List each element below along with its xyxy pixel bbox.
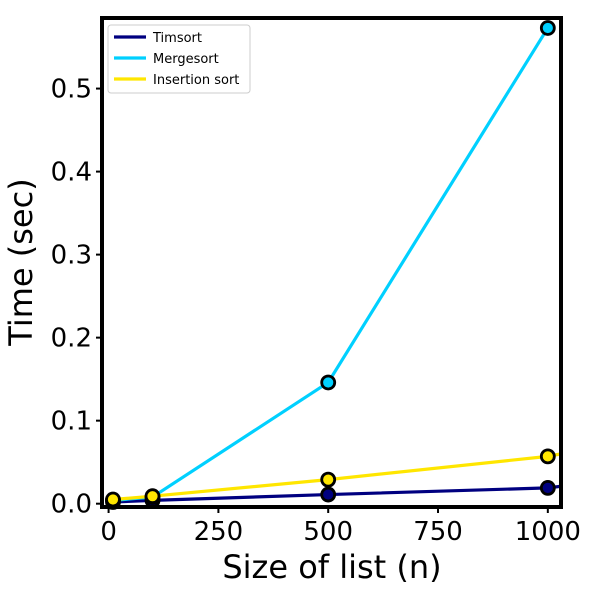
data-point-insertion-sort — [105, 491, 121, 508]
legend-label-insertion-sort: Insertion sort — [153, 73, 239, 88]
data-point-insertion-sort — [320, 471, 337, 488]
legend: Timsort Mergesort Insertion sort — [107, 24, 251, 94]
axis-ticks: 0 250 500 750 1000 0.0 0.1 0.2 0.3 0.4 0.5 — [51, 75, 581, 547]
x-tick-label: 500 — [303, 517, 353, 547]
data-point-mergesort — [539, 20, 556, 36]
series-line-mergesort — [112, 27, 550, 502]
y-tick-label: 0.0 — [51, 490, 92, 520]
plot-border — [100, 16, 563, 509]
x-tick-label: 1000 — [515, 517, 581, 547]
data-point-insertion-sort — [144, 488, 161, 505]
x-axis-title: Size of list (n) — [222, 548, 441, 586]
legend-label-mergesort: Mergesort — [153, 52, 219, 67]
data-point-timsort — [320, 486, 337, 503]
x-tick-label: 250 — [194, 517, 244, 547]
legend-box — [107, 24, 251, 94]
y-tick-label: 0.1 — [51, 407, 92, 437]
y-axis-title: Time (sec) — [2, 178, 40, 346]
legend-label-timsort: Timsort — [152, 31, 202, 46]
data-point-timsort — [539, 480, 556, 496]
series-markers — [105, 20, 556, 510]
y-tick-label: 0.2 — [51, 324, 92, 354]
data-point-insertion-sort — [539, 448, 556, 465]
x-tick-label: 0 — [100, 517, 117, 547]
y-tick-label: 0.5 — [51, 75, 92, 105]
y-tick-label: 0.4 — [51, 158, 92, 188]
x-tick-label: 750 — [413, 517, 463, 547]
series-lines — [112, 27, 562, 504]
y-tick-label: 0.3 — [51, 241, 92, 271]
plot-frame — [100, 16, 563, 509]
data-point-mergesort — [320, 374, 337, 391]
series-line-insertion-sort — [112, 452, 562, 502]
